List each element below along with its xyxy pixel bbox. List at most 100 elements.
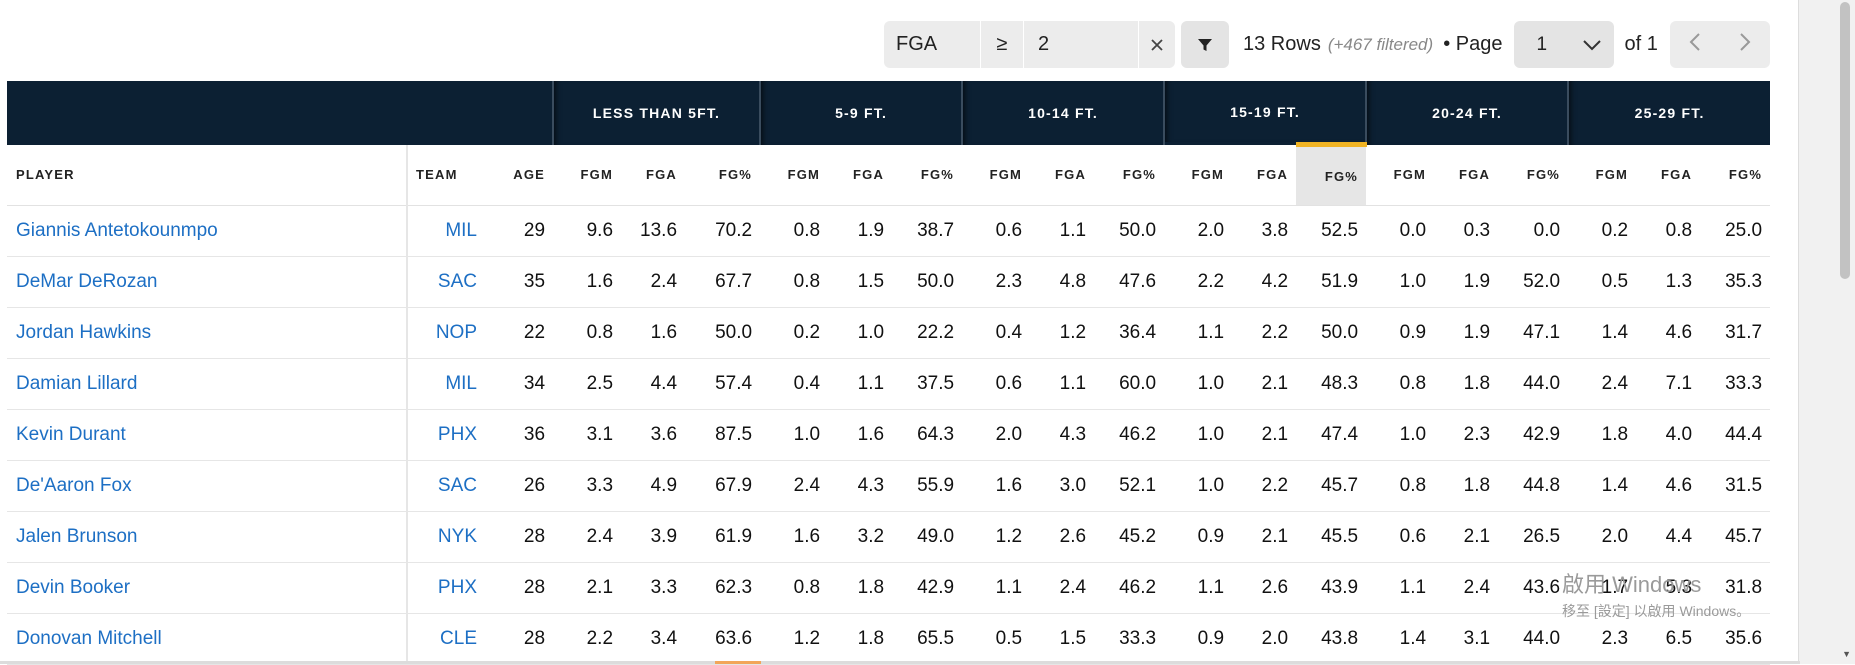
stat-cell: 38.7 bbox=[892, 205, 963, 257]
team-link[interactable]: MIL bbox=[407, 358, 487, 410]
stat-cell: 1.6 bbox=[621, 307, 686, 359]
stat-cell: 45.7 bbox=[1700, 511, 1771, 563]
column-header-15-19ft-fg-pct[interactable]: FG% bbox=[1296, 142, 1367, 206]
stat-cell: 65.5 bbox=[892, 613, 963, 665]
next-page-button[interactable] bbox=[1739, 32, 1751, 57]
team-link[interactable]: NYK bbox=[407, 511, 487, 563]
stat-cell: 1.1 bbox=[828, 358, 893, 410]
column-header-less-than-5ft-fg-pct[interactable]: FG% bbox=[685, 144, 761, 206]
column-header-less-than-5ft-fga[interactable]: FGA bbox=[621, 144, 686, 206]
stat-cell: 57.4 bbox=[685, 358, 761, 410]
page-select-value: 1 bbox=[1536, 33, 1548, 55]
stat-cell: 1.0 bbox=[1164, 460, 1233, 512]
stat-cell: 1.9 bbox=[1434, 307, 1499, 359]
stat-cell: 0.9 bbox=[1366, 307, 1435, 359]
team-link[interactable]: PHX bbox=[407, 562, 487, 614]
column-header-15-19ft-fga[interactable]: FGA bbox=[1232, 144, 1297, 206]
stat-cell: 51.9 bbox=[1296, 256, 1367, 308]
stat-cell: 64.3 bbox=[892, 409, 963, 461]
stat-cell: 1.1 bbox=[1366, 562, 1435, 614]
filter-field-label: FGA bbox=[896, 33, 938, 55]
team-link[interactable]: PHX bbox=[407, 409, 487, 461]
player-link[interactable]: Damian Lillard bbox=[7, 358, 408, 410]
rows-count-text: 13 Rows bbox=[1243, 33, 1321, 55]
stat-cell: 46.2 bbox=[1094, 562, 1165, 614]
column-header-25-29ft-fga[interactable]: FGA bbox=[1636, 144, 1701, 206]
player-link[interactable]: De'Aaron Fox bbox=[7, 460, 408, 512]
page-scrollbar[interactable]: ▼ bbox=[1798, 0, 1855, 664]
bottom-accent-bar bbox=[715, 661, 761, 664]
stat-cell: 0.0 bbox=[1366, 205, 1435, 257]
column-header-15-19ft-fgm[interactable]: FGM bbox=[1164, 144, 1233, 206]
stat-cell: 4.8 bbox=[1030, 256, 1095, 308]
group-header-20-24ft: 20-24 FT. bbox=[1365, 81, 1569, 145]
stat-cell: 28 bbox=[487, 613, 554, 665]
column-header-less-than-5ft-fgm[interactable]: FGM bbox=[553, 144, 622, 206]
apply-filter-button[interactable] bbox=[1181, 21, 1229, 68]
stat-cell: 1.1 bbox=[1030, 205, 1095, 257]
stat-cell: 62.3 bbox=[685, 562, 761, 614]
column-header-5-9ft-fg-pct[interactable]: FG% bbox=[892, 144, 963, 206]
stat-cell: 1.3 bbox=[1636, 256, 1701, 308]
stat-cell: 1.4 bbox=[1568, 460, 1637, 512]
stat-cell: 0.2 bbox=[760, 307, 829, 359]
column-header-10-14ft-fgm[interactable]: FGM bbox=[962, 144, 1031, 206]
team-link[interactable]: SAC bbox=[407, 460, 487, 512]
column-header-player[interactable]: PLAYER bbox=[7, 144, 408, 206]
player-link[interactable]: DeMar DeRozan bbox=[7, 256, 408, 308]
column-header-age[interactable]: AGE bbox=[487, 144, 554, 206]
table-row: Kevin Durant PHX 36 3.1 3.6 87.5 1.0 1.6 64.3 2.0… bbox=[7, 409, 1771, 461]
stat-cell: 0.4 bbox=[962, 307, 1031, 359]
player-link[interactable]: Giannis Antetokounmpo bbox=[7, 205, 408, 257]
stat-cell: 45.2 bbox=[1094, 511, 1165, 563]
stat-cell: 2.6 bbox=[1030, 511, 1095, 563]
player-link[interactable]: Donovan Mitchell bbox=[7, 613, 408, 665]
column-header-25-29ft-fgm[interactable]: FGM bbox=[1568, 144, 1637, 206]
stat-cell: 3.1 bbox=[1434, 613, 1499, 665]
table-row: Devin Booker PHX 28 2.1 3.3 62.3 0.8 1.8 42.9 1.1… bbox=[7, 562, 1771, 614]
player-link[interactable]: Devin Booker bbox=[7, 562, 408, 614]
column-header-5-9ft-fgm[interactable]: FGM bbox=[760, 144, 829, 206]
stat-cell: 35.3 bbox=[1700, 256, 1771, 308]
column-header-team[interactable]: TEAM bbox=[407, 144, 487, 206]
column-header-10-14ft-fga[interactable]: FGA bbox=[1030, 144, 1095, 206]
player-link[interactable]: Jordan Hawkins bbox=[7, 307, 408, 359]
scrollbar-thumb[interactable] bbox=[1840, 2, 1850, 279]
column-header-20-24ft-fga[interactable]: FGA bbox=[1434, 144, 1499, 206]
prev-page-button[interactable] bbox=[1689, 32, 1701, 57]
column-header-5-9ft-fga[interactable]: FGA bbox=[828, 144, 893, 206]
stat-cell: 87.5 bbox=[685, 409, 761, 461]
stat-cell: 44.8 bbox=[1498, 460, 1569, 512]
scroll-down-icon[interactable]: ▼ bbox=[1842, 649, 1851, 659]
team-link[interactable]: MIL bbox=[407, 205, 487, 257]
stat-cell: 4.4 bbox=[1636, 511, 1701, 563]
column-header-20-24ft-fg-pct[interactable]: FG% bbox=[1498, 144, 1569, 206]
team-link[interactable]: NOP bbox=[407, 307, 487, 359]
stat-cell: 3.0 bbox=[1030, 460, 1095, 512]
stat-cell: 50.0 bbox=[1094, 205, 1165, 257]
column-header-row: PLAYER TEAM AGE FGM FGA FG% FGM FGA FG% FGM FGA FG%… bbox=[7, 142, 1771, 206]
stat-cell: 44.0 bbox=[1498, 613, 1569, 665]
table-row: DeMar DeRozan SAC 35 1.6 2.4 67.7 0.8 1.5 50.0 2.… bbox=[7, 256, 1771, 308]
stat-cell: 31.5 bbox=[1700, 460, 1771, 512]
stat-cell: 0.6 bbox=[962, 358, 1031, 410]
stat-cell: 4.3 bbox=[1030, 409, 1095, 461]
chevron-left-icon bbox=[1689, 33, 1700, 51]
stat-cell: 1.0 bbox=[828, 307, 893, 359]
team-link[interactable]: CLE bbox=[407, 613, 487, 665]
page-select[interactable]: 1 bbox=[1514, 21, 1615, 68]
stat-cell: 3.3 bbox=[621, 562, 686, 614]
column-header-10-14ft-fg-pct[interactable]: FG% bbox=[1094, 144, 1165, 206]
column-header-25-29ft-fg-pct[interactable]: FG% bbox=[1700, 144, 1771, 206]
stat-cell: 4.6 bbox=[1636, 460, 1701, 512]
filter-operator-select[interactable]: ≥ bbox=[980, 21, 1024, 68]
player-link[interactable]: Kevin Durant bbox=[7, 409, 408, 461]
player-link[interactable]: Jalen Brunson bbox=[7, 511, 408, 563]
column-header-20-24ft-fgm[interactable]: FGM bbox=[1366, 144, 1435, 206]
stat-cell: 42.9 bbox=[1498, 409, 1569, 461]
filter-value-input[interactable] bbox=[1024, 21, 1138, 68]
team-link[interactable]: SAC bbox=[407, 256, 487, 308]
filter-field-select[interactable]: FGA bbox=[884, 21, 980, 68]
stat-cell: 45.5 bbox=[1296, 511, 1367, 563]
clear-filter-button[interactable] bbox=[1138, 21, 1175, 68]
